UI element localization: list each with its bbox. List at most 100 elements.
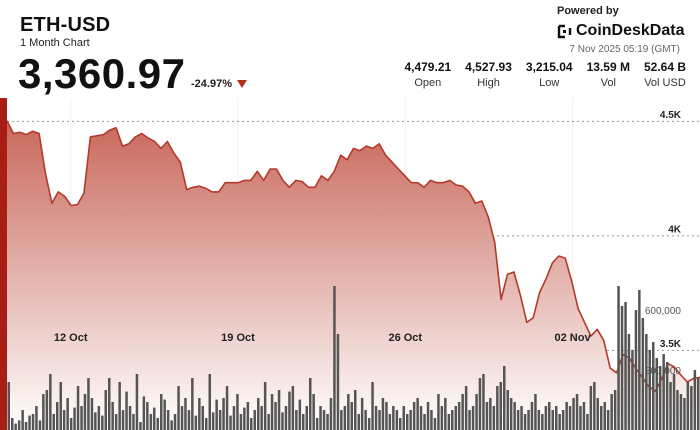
volume-bar (90, 398, 94, 430)
volume-bar (419, 406, 423, 430)
volume-bar (509, 398, 513, 430)
volume-bar (229, 415, 232, 430)
volume-tick-label: 600,000 (645, 306, 682, 317)
volume-bar (572, 398, 575, 430)
volume-bar (579, 406, 582, 430)
volume-bar (620, 306, 624, 430)
volume-bar (295, 410, 298, 430)
volume-bar (395, 410, 399, 430)
volume-bar (561, 410, 565, 430)
volume-bar (31, 414, 35, 430)
volume-bar (298, 399, 302, 430)
volume-bar (173, 414, 177, 430)
volume-bar (641, 318, 645, 430)
volume-bar (80, 406, 83, 430)
volume-bar (218, 410, 222, 430)
volume-bar (177, 386, 180, 430)
stat-value: 3,215.04 (525, 60, 573, 74)
brand-logo-link[interactable]: CoinDeskData (557, 22, 684, 40)
volume-bar (527, 410, 530, 430)
volume-bar (83, 394, 87, 430)
volume-bar (97, 406, 101, 430)
volume-bar (485, 402, 489, 430)
volume-bar (62, 410, 66, 430)
volume-bar (478, 378, 482, 430)
volume-bar (284, 406, 288, 430)
volume-bar (239, 414, 243, 430)
price-tick-label: 4.5K (660, 110, 682, 121)
volume-bar (638, 290, 641, 430)
volume-bar (118, 382, 121, 430)
volume-bar (142, 396, 146, 430)
volume-bar (260, 406, 263, 430)
volume-bar (665, 362, 669, 430)
volume-bar (132, 414, 135, 430)
volume-bar (399, 418, 402, 430)
volume-bar (69, 418, 73, 430)
volume-bar (513, 402, 516, 430)
volume-bar (548, 402, 551, 430)
volume-bar (340, 410, 343, 430)
volume-bar (423, 414, 426, 430)
volume-bar (243, 407, 246, 430)
volume-bar (697, 378, 700, 430)
volume-bar (343, 406, 347, 430)
x-tick-label: 19 Oct (221, 332, 255, 344)
x-tick-label: 12 Oct (54, 332, 88, 344)
volume-bar (551, 410, 554, 430)
chart-period: 1 Month Chart (20, 37, 90, 49)
volume-bar (464, 386, 468, 430)
volume-bar (627, 334, 631, 430)
volume-bar (125, 391, 128, 430)
volume-bar (205, 418, 208, 430)
volume-bar (392, 406, 395, 430)
volume-bar (156, 418, 159, 430)
volume-bar (530, 402, 534, 430)
volume-bar (187, 410, 191, 430)
volume-bar (648, 350, 651, 430)
volume-bar (291, 386, 295, 430)
volume-bar (121, 410, 125, 430)
volume-bar (606, 410, 610, 430)
price-tick-label: 4K (668, 224, 682, 235)
volume-bar (11, 418, 14, 430)
current-price: 3,360.97 (18, 50, 186, 97)
price-area-fill (7, 120, 700, 430)
stat-value: 4,479.21 (404, 60, 452, 74)
stat-low: 3,215.04 Low (526, 60, 573, 89)
volume-bar (336, 334, 340, 430)
volume-bar (645, 334, 648, 430)
volume-bar (170, 420, 173, 430)
volume-bar (558, 414, 561, 430)
volume-bar (215, 399, 218, 430)
volume-bar (108, 378, 111, 430)
volume-tick-label: 300,000 (645, 366, 682, 377)
volume-bar (499, 382, 502, 430)
volume-bar (263, 382, 267, 430)
volume-bar (163, 399, 166, 430)
volume-bar (309, 378, 312, 430)
volume-bar (42, 394, 45, 430)
volume-bar (468, 410, 471, 430)
volume-bar (686, 382, 690, 430)
stat-label: Open (414, 77, 442, 89)
volume-bar (225, 386, 229, 430)
powered-by-label: Powered by (557, 5, 619, 17)
volume-bar (24, 422, 28, 430)
stat-value: 4,527.93 (465, 60, 512, 74)
left-accent-bar (0, 98, 7, 430)
volume-bar (496, 386, 499, 430)
volume-bar (523, 414, 527, 430)
volume-bar (135, 374, 139, 430)
volume-bar (59, 382, 62, 430)
volume-bar (447, 414, 451, 430)
volume-bar (35, 406, 38, 430)
volume-bar (312, 394, 315, 430)
volume-bar (333, 286, 336, 430)
stat-value: 52.64 B (643, 60, 686, 74)
volume-bar (672, 374, 676, 430)
volume-bar (232, 406, 236, 430)
volume-bar (17, 420, 21, 430)
volume-bar (593, 382, 596, 430)
